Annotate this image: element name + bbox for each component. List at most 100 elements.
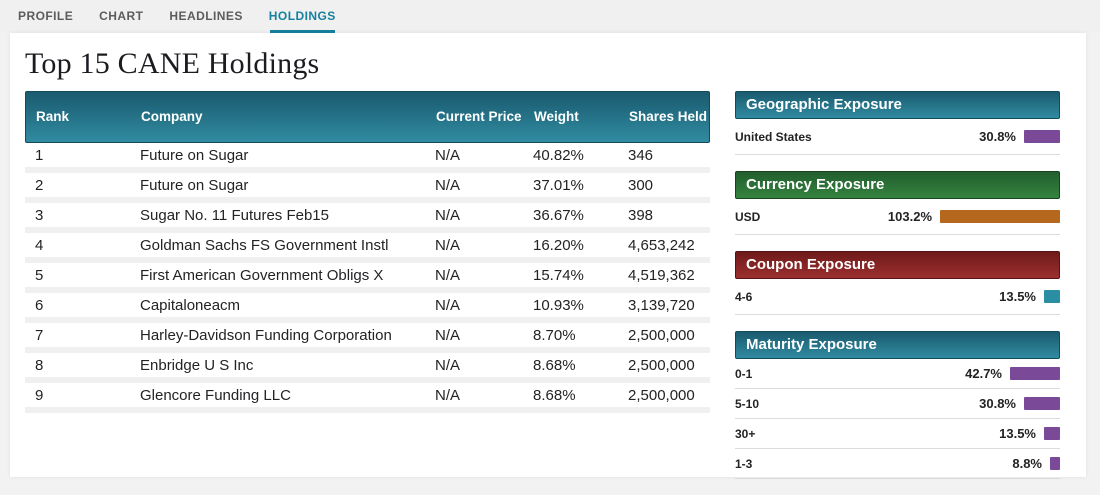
table-cell: Harley-Davidson Funding Corporation — [140, 326, 392, 344]
column-header-current-price: Current Price — [436, 108, 522, 124]
table-cell: 6 — [35, 296, 44, 314]
exposure-bar — [1024, 397, 1060, 410]
exposure-value-group: 13.5% — [999, 289, 1060, 304]
table-cell: Future on Sugar — [140, 146, 249, 164]
table-row[interactable]: 9 Glencore Funding LLC N/A 8.68% 2,500,000 — [25, 383, 710, 413]
tab-chart[interactable]: CHART — [99, 9, 144, 23]
table-cell: 300 — [628, 176, 654, 194]
exposure-label: USD — [735, 209, 761, 224]
exposure-row: 30+ 13.5% — [735, 419, 1060, 449]
exposure-row: 5-10 30.8% — [735, 389, 1060, 419]
page-title: Top 15 CANE Holdings — [25, 47, 320, 80]
exposure-label: 4-6 — [735, 289, 753, 304]
panel-coupon-exposure: Coupon Exposure 4-6 13.5% — [735, 251, 1060, 315]
table-cell: 2,500,000 — [628, 386, 695, 404]
exposure-value-group: 8.8% — [1012, 456, 1060, 471]
table-cell: 4,653,242 — [628, 236, 695, 254]
exposure-label: 5-10 — [735, 396, 760, 411]
tab-profile[interactable]: PROFILE — [18, 9, 74, 23]
table-cell: 15.74% — [533, 266, 584, 284]
panel-currency-exposure: Currency Exposure USD 103.2% — [735, 171, 1060, 235]
exposure-value-group: 13.5% — [999, 426, 1060, 441]
table-cell: N/A — [435, 356, 461, 374]
table-cell: 5 — [35, 266, 44, 284]
panel-title: Geographic Exposure — [735, 91, 1060, 119]
table-cell: N/A — [435, 266, 461, 284]
exposure-bar — [1024, 130, 1060, 143]
exposure-row: 0-1 42.7% — [735, 359, 1060, 389]
table-cell: N/A — [435, 206, 461, 224]
table-cell: 37.01% — [533, 176, 584, 194]
table-cell: 2,500,000 — [628, 356, 695, 374]
exposure-value: 13.5% — [999, 289, 1036, 304]
table-cell: 8.68% — [533, 356, 576, 374]
exposure-bar — [1044, 427, 1060, 440]
table-row[interactable]: 2 Future on Sugar N/A 37.01% 300 — [25, 173, 710, 203]
table-cell: 2 — [35, 176, 44, 194]
column-header-shares-held: Shares Held — [629, 108, 708, 124]
table-cell: 36.67% — [533, 206, 584, 224]
exposure-panels: Geographic Exposure United States 30.8% Cur… — [735, 91, 1060, 495]
table-cell: 398 — [628, 206, 654, 224]
column-header-rank: Rank — [36, 108, 70, 124]
exposure-row: USD 103.2% — [735, 199, 1060, 235]
exposure-row: 1-3 8.8% — [735, 449, 1060, 479]
table-cell: First American Government Obligs X — [140, 266, 384, 284]
table-row[interactable]: 8 Enbridge U S Inc N/A 8.68% 2,500,000 — [25, 353, 710, 383]
exposure-row: United States 30.8% — [735, 119, 1060, 155]
exposure-label: 0-1 — [735, 366, 753, 381]
table-cell: 8 — [35, 356, 44, 374]
table-cell: Enbridge U S Inc — [140, 356, 254, 374]
panel-maturity-exposure: Maturity Exposure 0-1 42.7% 5-10 30.8% 30+ 13.… — [735, 331, 1060, 479]
table-cell: N/A — [435, 146, 461, 164]
exposure-label: United States — [735, 129, 812, 144]
tab-headlines[interactable]: HEADLINES — [169, 9, 243, 23]
table-cell: 10.93% — [533, 296, 584, 314]
table-row[interactable]: 5 First American Government Obligs X N/A 15… — [25, 263, 710, 293]
table-cell: 7 — [35, 326, 44, 344]
exposure-value: 30.8% — [979, 396, 1016, 411]
table-cell: 16.20% — [533, 236, 584, 254]
panel-title: Currency Exposure — [735, 171, 1060, 199]
exposure-label: 30+ — [735, 426, 756, 441]
exposure-bar — [1044, 290, 1060, 303]
table-row[interactable]: 4 Goldman Sachs FS Government Instl N/A 16.… — [25, 233, 710, 263]
table-cell: 8.70% — [533, 326, 576, 344]
table-cell: 346 — [628, 146, 654, 164]
table-cell: Future on Sugar — [140, 176, 249, 194]
exposure-value: 13.5% — [999, 426, 1036, 441]
table-row[interactable]: 7 Harley-Davidson Funding Corporation N/A 8… — [25, 323, 710, 353]
table-row[interactable]: 3 Sugar No. 11 Futures Feb15 N/A 36.67% 398 — [25, 203, 710, 233]
exposure-value-group: 103.2% — [888, 209, 1060, 224]
panel-title: Coupon Exposure — [735, 251, 1060, 279]
table-cell: Capitaloneacm — [140, 296, 241, 314]
table-row[interactable]: 6 Capitaloneacm N/A 10.93% 3,139,720 — [25, 293, 710, 323]
holdings-table-body: 1 Future on Sugar N/A 40.82% 346 2 Future on S… — [25, 143, 710, 413]
column-header-company: Company — [141, 108, 203, 124]
exposure-bar — [940, 210, 1060, 223]
table-cell: N/A — [435, 236, 461, 254]
table-cell: N/A — [435, 176, 461, 194]
table-cell: N/A — [435, 326, 461, 344]
exposure-value: 8.8% — [1012, 456, 1042, 471]
holdings-card: Top 15 CANE Holdings Rank Company Curren… — [10, 33, 1086, 479]
exposure-value: 103.2% — [887, 209, 932, 224]
tab-holdings[interactable]: HOLDINGS — [269, 0, 336, 33]
holdings-table: Rank Company Current Price Weight Shares… — [25, 91, 710, 495]
table-cell: Glencore Funding LLC — [140, 386, 291, 404]
exposure-value-group: 30.8% — [979, 129, 1060, 144]
exposure-value-group: 42.7% — [965, 366, 1060, 381]
panel-geographic-exposure: Geographic Exposure United States 30.8% — [735, 91, 1060, 155]
exposure-value: 30.8% — [979, 129, 1016, 144]
exposure-value-group: 30.8% — [979, 396, 1060, 411]
panel-title: Maturity Exposure — [735, 331, 1060, 359]
exposure-bar — [1050, 457, 1060, 470]
table-cell: N/A — [435, 296, 461, 314]
table-cell: 2,500,000 — [628, 326, 695, 344]
table-row[interactable]: 1 Future on Sugar N/A 40.82% 346 — [25, 143, 710, 173]
holdings-table-header: Rank Company Current Price Weight Shares… — [25, 91, 710, 143]
exposure-label: 1-3 — [735, 456, 753, 471]
table-cell: 4,519,362 — [628, 266, 695, 284]
table-cell: 9 — [35, 386, 44, 404]
content-area: Rank Company Current Price Weight Shares… — [10, 91, 1086, 495]
